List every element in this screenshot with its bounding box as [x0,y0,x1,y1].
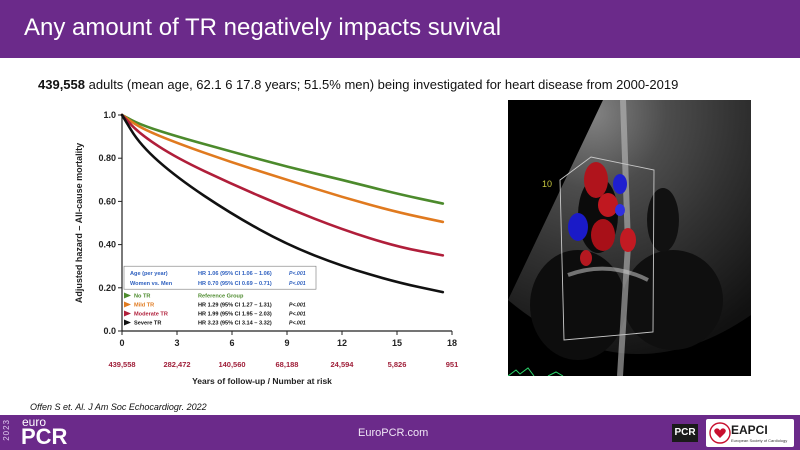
y-tick-label: 0.0 [103,326,116,336]
footer-logo-pcr: PCR [21,424,68,449]
subtitle-text: adults (mean age, 62.1 6 17.8 years; 51.… [85,77,679,92]
series-line-moderate-tr [120,113,445,257]
number-at-risk-label: 951 [446,360,459,369]
slide-title: Any amount of TR negatively impacts suvi… [24,14,502,41]
legend-series-hr: HR 3.23 (95% CI 3.14 – 3.32) [198,321,272,327]
legend-series-p: P<.001 [289,303,306,309]
footer-year: 2023 [2,419,11,441]
number-at-risk-label: 140,560 [218,360,245,369]
footer-logo-euro: euro [22,415,47,429]
footer-url: EuroPCR.com [358,427,429,439]
x-tick-label: 12 [337,338,347,348]
title-bar: Any amount of TR negatively impacts suvi… [0,0,800,58]
series-line-severe-tr [120,113,445,294]
citation: Offen S et. Al. J Am Soc Echocardiogr. 2… [30,402,207,412]
legend-series-label: Severe TR [134,321,161,327]
slide-subtitle: 439,558 adults (mean age, 62.1 6 17.8 ye… [38,77,678,92]
legend-series-hr: Reference Group [198,294,244,300]
legend-marker-icon [124,310,131,317]
legend-series-p: P<.001 [289,312,306,318]
number-at-risk-label: 24,594 [331,360,355,369]
y-tick-label: 0.80 [98,153,116,163]
legend-covariate-label: Age (per year) [130,271,168,277]
legend-series-hr: HR 1.29 (95% CI 1.27 – 1.31) [198,303,272,309]
echocardiogram-image: 10 [508,100,751,376]
eapci-subtitle: European Society of Cardiology [731,438,788,443]
legend-marker-icon [124,292,131,299]
y-tick-label: 0.60 [98,196,116,206]
x-tick-label: 3 [174,338,179,348]
y-axis-label: Adjusted hazard – All-cause mortality [74,143,84,303]
pcr-badge-logo: PCR [672,424,698,442]
legend-covariate-label: Women vs. Men [130,281,173,287]
legend-covariate-p: P<.001 [289,271,306,277]
legend-marker-icon [124,319,131,326]
heart-icon [709,422,731,444]
number-at-risk-label: 439,558 [108,360,135,369]
legend-covariate-box [123,265,317,290]
x-tick-label: 15 [392,338,402,348]
x-tick-label: 9 [284,338,289,348]
legend-series-p: P<.001 [289,321,306,327]
echo-depth-label: 10 [542,179,552,189]
number-at-risk-label: 68,188 [276,360,299,369]
legend-covariate-p: P<.001 [289,281,306,287]
series-line-mild-tr [120,113,445,224]
legend-series-hr: HR 1.99 (95% CI 1.95 – 2.03) [198,312,272,318]
legend-series-label: Mild TR [134,303,154,309]
y-tick-label: 0.20 [98,283,116,293]
echo-scan-graphic: 10 [508,100,751,376]
legend-series-label: Moderate TR [134,312,168,318]
legend-covariate-hr: HR 1.06 (95% CI 1.06 – 1.06) [198,271,272,277]
number-at-risk-label: 5,826 [388,360,407,369]
number-at-risk-label: 282,472 [163,360,190,369]
x-tick-label: 0 [119,338,124,348]
footer-bar: 2023 euro PCR EuroPCR.com [0,415,800,450]
x-axis-label: Years of follow-up / Number at risk [192,376,332,386]
series-line-no-tr [120,113,445,205]
y-tick-label: 0.40 [98,240,116,250]
x-tick-label: 6 [229,338,234,348]
eapci-label: EAPCI [731,423,768,437]
legend-covariate-hr: HR 0.70 (95% CI 0.69 – 0.71) [198,281,272,287]
legend-marker-icon [124,301,131,308]
survival-chart: 0.0 0.20 0.40 0.60 0.80 1.0 0 439,558 3 282,472 6 1… [74,110,459,386]
eapci-logo: EAPCI European Society of Cardiology [706,419,794,447]
y-tick-label: 1.0 [103,110,116,120]
x-tick-label: 18 [447,338,457,348]
legend-series-label: No TR [134,294,150,300]
subtitle-count: 439,558 [38,77,85,92]
